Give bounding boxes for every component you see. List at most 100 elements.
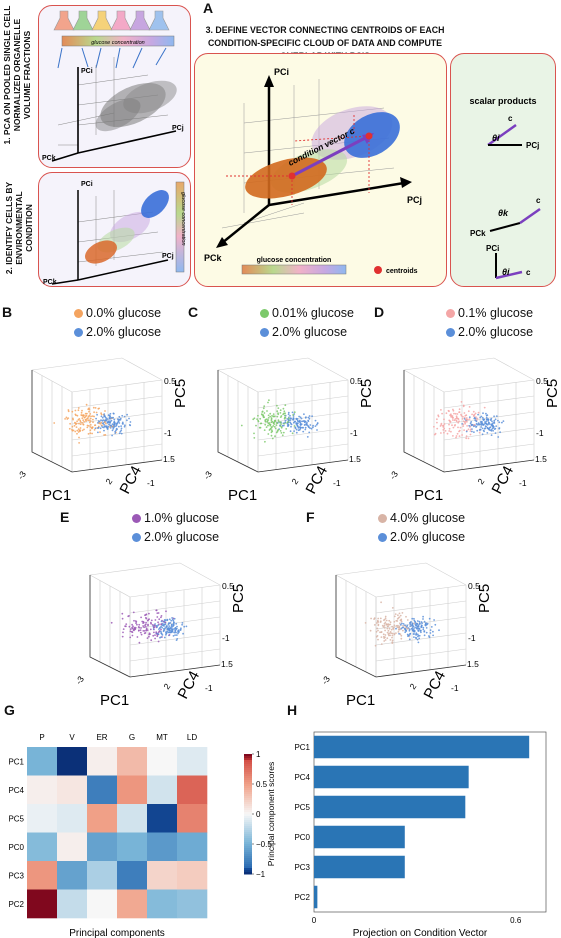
- colorbar-segment: [244, 794, 252, 797]
- glucose-bar-main: [241, 264, 347, 275]
- y-tick-label: -1: [451, 683, 459, 693]
- y-tick-label: -1: [333, 478, 341, 488]
- colorbar-segment: [244, 784, 252, 787]
- bar-x-tick-label: 0: [312, 916, 317, 925]
- heatmap-cell: [177, 747, 208, 776]
- colorbar-segment: [244, 806, 252, 809]
- colorbar-segment: [244, 864, 252, 867]
- scalar-box: [450, 53, 556, 287]
- legend-label: 0.0% glucose: [86, 306, 162, 320]
- scatter-panel-e: E 1.0% glucose 2.0% glucose PC1 PC4 PC5 -3 2 -1 1…: [60, 505, 245, 705]
- legend-entry: 2.0% glucose: [260, 325, 347, 339]
- panel-label-d: D: [374, 304, 385, 320]
- x-tick-label: 2: [475, 476, 486, 486]
- centroid-orange: [288, 172, 296, 180]
- x-tick-label: -3: [73, 674, 86, 686]
- x-axis-label: PC1: [346, 692, 375, 705]
- axis-pcj-small: [77, 130, 177, 154]
- svg-text:c: c: [526, 268, 531, 277]
- bar-category-label: PC2: [294, 893, 310, 902]
- colorbar-tick-label: −0.5: [256, 840, 272, 849]
- panel-label-c: C: [188, 304, 199, 320]
- colorbar-segment: [244, 856, 252, 859]
- heatmap-cell: [57, 747, 88, 776]
- colorbar-segment: [244, 852, 252, 855]
- centroid-blue: [365, 132, 373, 140]
- z-tick-label: -1: [350, 428, 358, 438]
- colorbar-segment: [244, 820, 252, 823]
- colorbar-segment: [244, 824, 252, 827]
- scatter-axis-lines: [89, 575, 221, 678]
- heatmap-x-label: Principal components: [69, 928, 165, 938]
- y-tick-label: 1.5: [163, 454, 175, 464]
- heatmap-cell: [27, 747, 58, 776]
- heatmap-cell: [147, 832, 178, 862]
- colorbar-segment: [244, 766, 252, 769]
- bar-chart: PC1 PC4 PC5 PC0 PC3 PC2 0 0.6 Projection on Cond…: [294, 731, 547, 938]
- colorbar-segment: [244, 838, 252, 841]
- colorbar-segment: [244, 822, 252, 825]
- colorbar-segment: [244, 760, 252, 763]
- legend-label: 2.0% glucose: [458, 325, 534, 339]
- panel-label-f: F: [306, 509, 315, 525]
- x-tick-label: 2: [289, 476, 300, 486]
- colorbar-tick-label: −1: [256, 870, 266, 879]
- z-axis-label: PC5: [476, 584, 491, 613]
- bar: [314, 765, 469, 789]
- y-tick-label: 1.5: [467, 659, 479, 669]
- scatter-axis-lines: [403, 370, 535, 473]
- legend-marker: [446, 327, 455, 337]
- orange-cloud-small: [85, 240, 117, 264]
- colorbar-segment: [244, 850, 252, 853]
- svg-text:PCk: PCk: [43, 279, 57, 286]
- colorbar-segment: [244, 786, 252, 789]
- bar-category-label: PC4: [294, 773, 310, 782]
- z-tick-label: -1: [468, 633, 476, 643]
- y-tick-label: 1.5: [349, 454, 361, 464]
- x-tick-label: -3: [387, 469, 400, 481]
- scatter-plot: PC1 PC4 PC5 -3 2 -1 1.5 0.5 -1: [73, 562, 245, 705]
- legend-entry: 2.0% glucose: [378, 530, 465, 544]
- glucose-bar-vertical: [175, 181, 185, 273]
- scatter-points: [433, 401, 505, 440]
- colorbar-segment: [244, 790, 252, 793]
- heatmap-cell: [87, 775, 118, 805]
- colorbar-segment: [244, 844, 252, 847]
- scatter-axis-lines: [335, 575, 467, 678]
- heatmap-cell: [27, 832, 58, 862]
- heatmap-column-label: MT: [156, 733, 168, 742]
- colorbar-segment: [244, 768, 252, 771]
- step2-label: 2. IDENTIFY CELLS BY ENVIRONMENTAL CONDI…: [4, 181, 34, 275]
- x-axis-label: PC1: [414, 487, 443, 500]
- y-axis-label: PC4: [303, 463, 332, 497]
- z-tick-label: -1: [222, 633, 230, 643]
- heatmap-cell: [117, 804, 148, 833]
- colorbar-segment: [244, 868, 252, 871]
- legend-entry: 0.01% glucose: [260, 306, 354, 320]
- flow-arrows: [57, 47, 167, 69]
- axis-pck-main: [221, 204, 270, 244]
- heatmap-row-label: PC2: [8, 900, 24, 909]
- colorbar-segment: [244, 854, 252, 857]
- y-tick-label: -1: [519, 478, 527, 488]
- bar: [314, 795, 466, 819]
- colorbar-segment: [244, 772, 252, 775]
- step2-diagram: glucose concentration PCi PCj PCk: [43, 181, 186, 286]
- colorbar-segment: [244, 862, 252, 865]
- heatmap-column-label: ER: [96, 733, 107, 742]
- panel-label-g: G: [4, 702, 15, 718]
- scatter-points: [364, 601, 440, 647]
- step3-title-line1: 3. DEFINE VECTOR CONNECTING CENTROIDS OF…: [205, 25, 445, 35]
- heatmap-cell: [87, 861, 118, 890]
- colorbar-segment: [244, 848, 252, 851]
- legend-marker: [132, 532, 141, 542]
- axis-pci-label-small: PCi: [81, 68, 93, 75]
- heatmap-column-label: V: [69, 733, 75, 742]
- scatter-points: [110, 609, 188, 644]
- colorbar-segment: [244, 834, 252, 837]
- scatter-axis-lines: [31, 370, 163, 473]
- svg-text:PCk: PCk: [470, 229, 486, 238]
- scatter-axis-lines: [217, 370, 349, 473]
- colorbar-segment: [244, 812, 252, 815]
- x-tick-label: 2: [103, 476, 114, 486]
